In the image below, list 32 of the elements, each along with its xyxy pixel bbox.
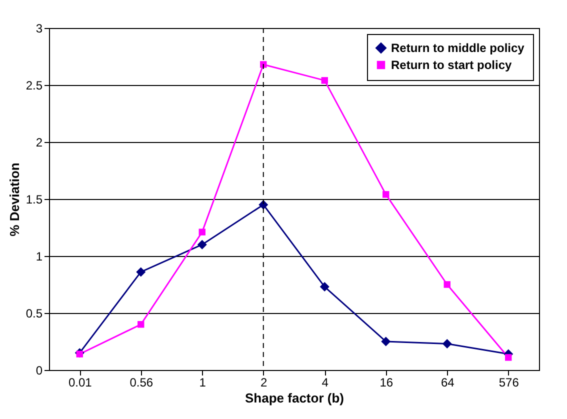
point [381, 336, 391, 346]
point [138, 321, 144, 328]
x-tick-label: 2 [260, 376, 268, 390]
x-tick-label: 16 [380, 376, 394, 390]
point [260, 61, 267, 68]
point [444, 281, 450, 288]
point [136, 267, 146, 277]
point [321, 77, 328, 84]
x-axis-title: Shape factor (b) [245, 390, 344, 406]
y-tick-label: 2.5 [26, 78, 43, 92]
point [198, 228, 206, 236]
point [320, 282, 330, 292]
x-tick-label: 64 [440, 376, 455, 390]
point [442, 339, 452, 349]
point [505, 354, 512, 361]
legend-label: Return to middle policy [391, 41, 525, 55]
x-tick-label: 1 [199, 376, 206, 390]
x-tick-label: 0.56 [130, 376, 154, 390]
x-tick-label: 0.01 [68, 376, 92, 390]
y-tick-label: 3 [36, 22, 43, 36]
y-tick-label: 1 [36, 250, 43, 264]
x-tick-label: 576 [498, 376, 520, 390]
x-tick-label: 4 [322, 376, 329, 390]
y-tick-label: 0 [36, 364, 43, 378]
point [76, 350, 83, 358]
y-tick-label: 1.5 [26, 192, 43, 206]
y-tick-label: 0.5 [26, 306, 43, 320]
y-axis-title: % Deviation [6, 162, 22, 236]
legend-label: Return to start policy [391, 58, 512, 72]
point [197, 240, 207, 250]
point [382, 191, 390, 198]
y-tick-label: 2 [36, 136, 43, 150]
